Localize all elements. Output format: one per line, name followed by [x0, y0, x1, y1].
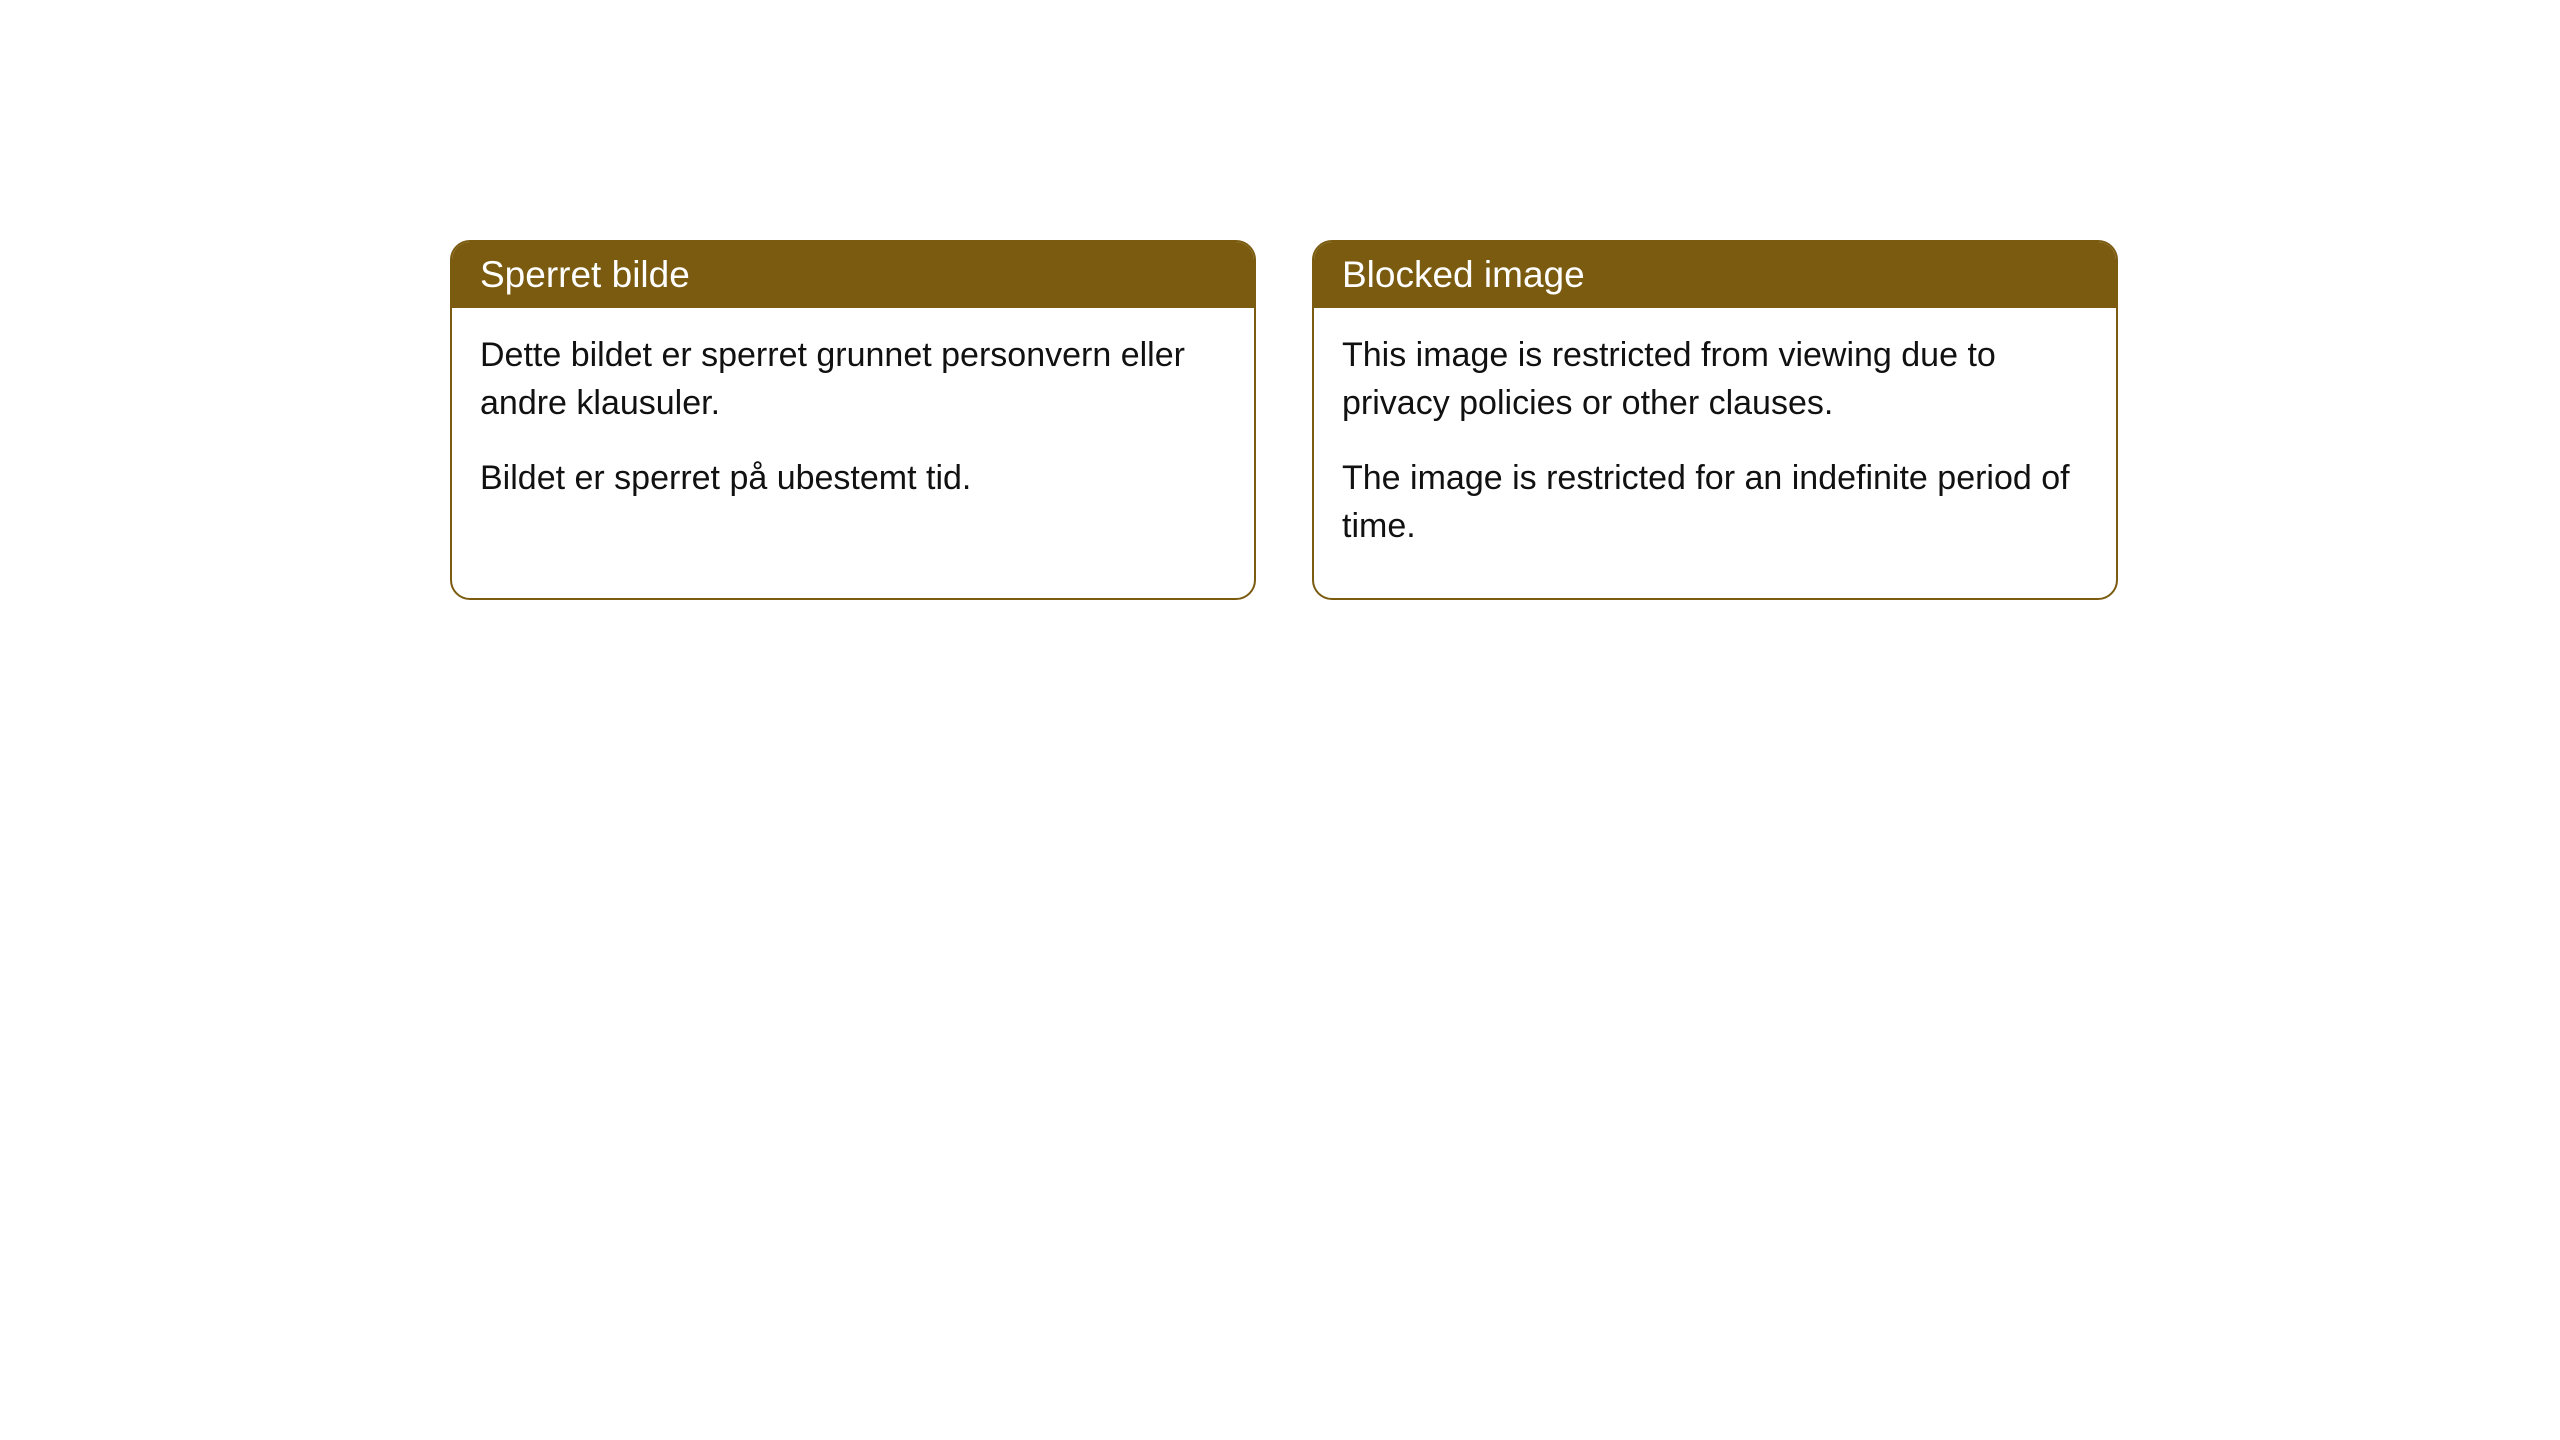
blocked-image-card-english: Blocked image This image is restricted f… [1312, 240, 2118, 600]
card-paragraph-1: This image is restricted from viewing du… [1342, 332, 2088, 427]
card-header: Blocked image [1314, 242, 2116, 308]
card-paragraph-1: Dette bildet er sperret grunnet personve… [480, 332, 1226, 427]
card-body: This image is restricted from viewing du… [1314, 308, 2116, 598]
notice-cards-container: Sperret bilde Dette bildet er sperret gr… [450, 240, 2118, 600]
card-title: Sperret bilde [480, 254, 690, 295]
card-body: Dette bildet er sperret grunnet personve… [452, 308, 1254, 551]
card-title: Blocked image [1342, 254, 1585, 295]
card-paragraph-2: The image is restricted for an indefinit… [1342, 455, 2088, 550]
blocked-image-card-norwegian: Sperret bilde Dette bildet er sperret gr… [450, 240, 1256, 600]
card-header: Sperret bilde [452, 242, 1254, 308]
card-paragraph-2: Bildet er sperret på ubestemt tid. [480, 455, 1226, 503]
